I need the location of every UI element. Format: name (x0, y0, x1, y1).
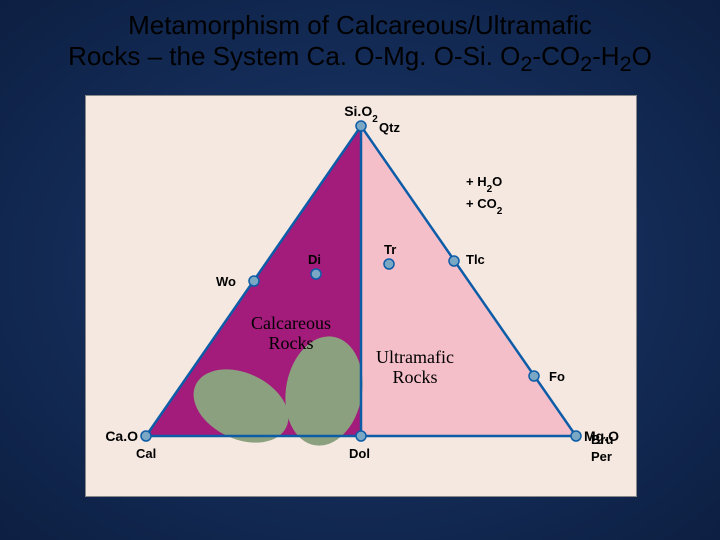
mineral-label-fo: Fo (549, 369, 565, 384)
mineral-point-tr (384, 259, 394, 269)
per-label: Per (591, 449, 612, 464)
mineral-point-cal (141, 431, 151, 441)
additions-co2: + CO2 (466, 196, 503, 217)
title-line2a: Rocks – the System Ca. O-Mg. O-Si. O (68, 41, 520, 71)
mineral-label-wo: Wo (216, 274, 236, 289)
mineral-point-di (311, 269, 321, 279)
mineral-point-dol (356, 431, 366, 441)
mineral-label-qtz: Qtz (379, 120, 400, 135)
mineral-label-cal: Cal (136, 446, 156, 461)
title-sub1: 2 (520, 51, 532, 76)
title-sub2: 2 (580, 51, 592, 76)
mineral-point-wo (249, 276, 259, 286)
ultramafic-label: Ultramafic Rocks (376, 348, 454, 388)
mineral-label-tlc: Tlc (466, 252, 485, 267)
mineral-label-di: Di (308, 252, 321, 267)
ternary-diagram: QtzWoDiTrTlcFoCalDolBru Si.O2 Ca.O Mg.O … (85, 95, 637, 497)
mineral-point-bru (571, 431, 581, 441)
mineral-label-tr: Tr (384, 242, 396, 257)
slide: Metamorphism of Calcareous/Ultramafic Ro… (0, 0, 720, 540)
title-line1: Metamorphism of Calcareous/Ultramafic (128, 10, 592, 40)
diagram-svg: QtzWoDiTrTlcFoCalDolBru Si.O2 Ca.O Mg.O … (86, 96, 636, 496)
mineral-point-qtz (356, 121, 366, 131)
title-sub3: 2 (620, 51, 632, 76)
slide-title: Metamorphism of Calcareous/Ultramafic Ro… (0, 10, 720, 77)
mineral-label-dol: Dol (349, 446, 370, 461)
additions-h2o: + H2O (466, 174, 502, 195)
apex-right-label: Mg.O (584, 428, 619, 444)
mineral-point-tlc (449, 256, 459, 266)
apex-left-label: Ca.O (105, 428, 138, 444)
mineral-point-fo (529, 371, 539, 381)
title-mid: -CO (532, 41, 580, 71)
title-end: O (632, 41, 652, 71)
calcareous-label: Calcareous Rocks (251, 314, 331, 354)
title-mid2: -H (592, 41, 619, 71)
